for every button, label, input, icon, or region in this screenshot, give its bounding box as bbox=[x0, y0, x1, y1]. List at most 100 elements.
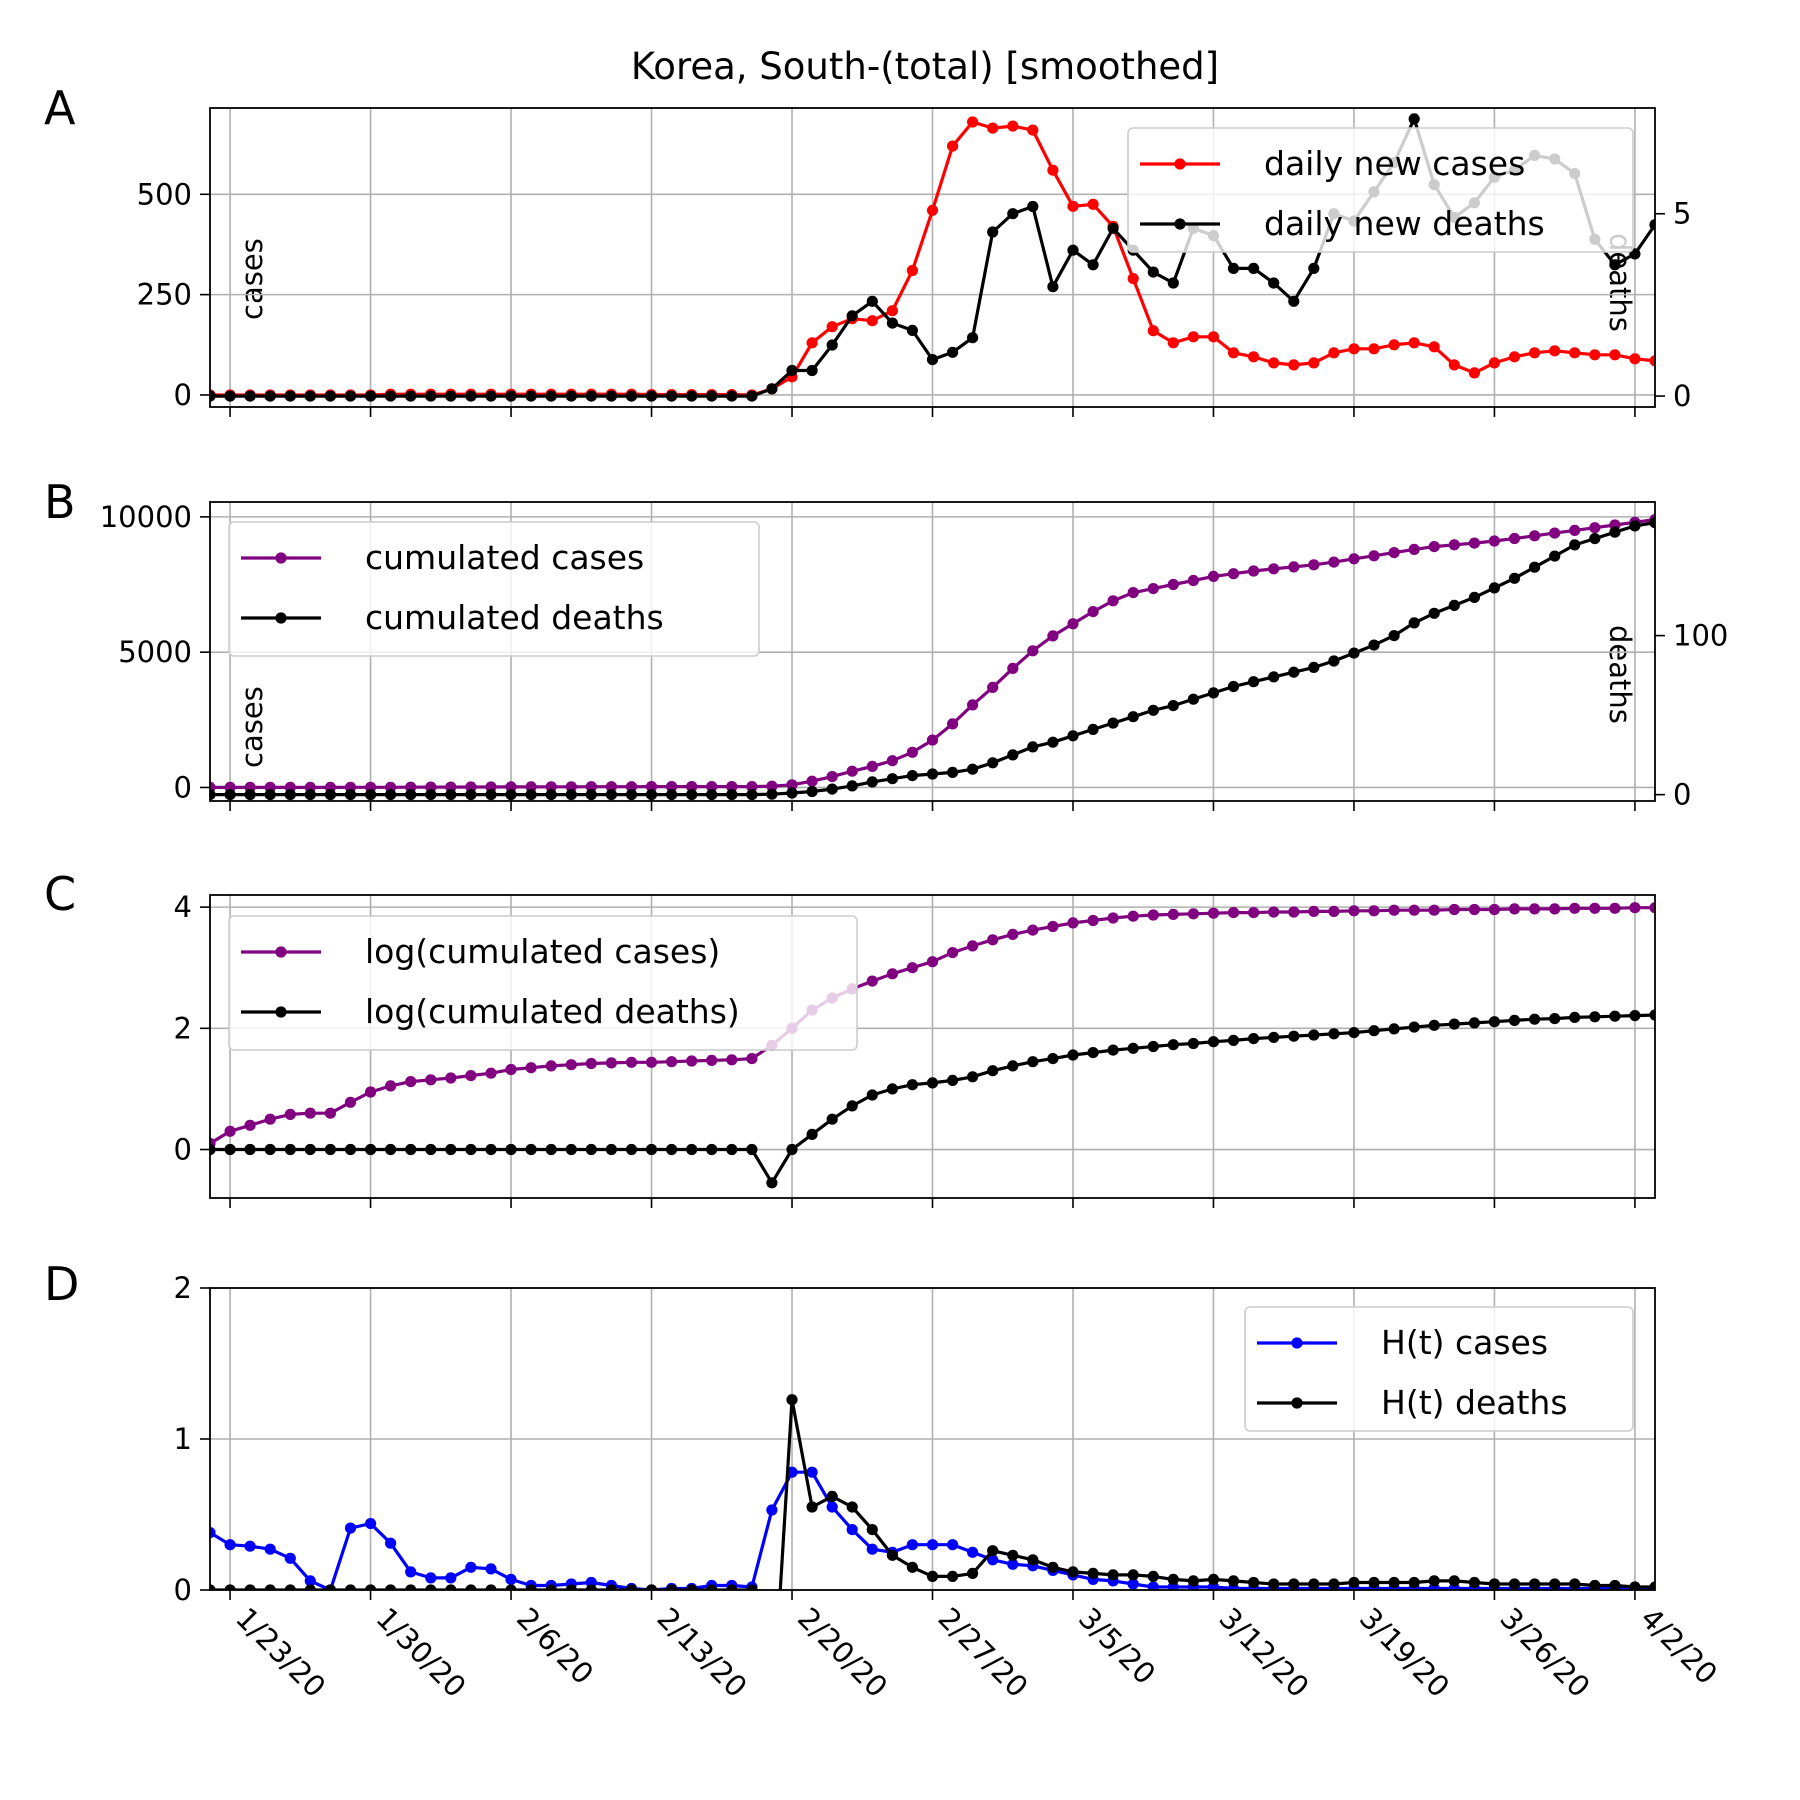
data-point bbox=[625, 1584, 638, 1590]
data-point bbox=[525, 1062, 537, 1074]
data-point bbox=[1508, 903, 1521, 915]
data-point bbox=[1448, 539, 1460, 551]
data-point bbox=[866, 315, 878, 327]
data-point bbox=[666, 1143, 678, 1156]
data-point bbox=[866, 295, 878, 307]
data-point bbox=[1609, 902, 1621, 914]
data-point bbox=[324, 1584, 336, 1590]
data-point bbox=[1207, 1036, 1220, 1048]
data-point bbox=[706, 390, 718, 402]
data-point bbox=[686, 781, 698, 793]
data-point bbox=[1288, 1030, 1300, 1042]
data-point bbox=[1007, 1060, 1019, 1072]
data-point bbox=[625, 1143, 638, 1156]
data-point bbox=[1248, 262, 1260, 274]
data-point bbox=[1368, 550, 1380, 562]
data-point bbox=[1589, 349, 1601, 361]
data-point bbox=[1609, 1010, 1621, 1022]
data-point bbox=[1549, 903, 1561, 915]
data-point bbox=[1508, 1014, 1521, 1026]
data-point bbox=[425, 1074, 437, 1086]
data-point bbox=[1368, 905, 1380, 917]
legend-label: H(t) cases bbox=[1381, 1323, 1548, 1362]
data-point bbox=[1328, 655, 1340, 667]
data-point bbox=[465, 1584, 477, 1590]
panel-c-log-cumulated: C 0 2 4 log(cumulated cases) log(cumulated d… bbox=[44, 867, 1656, 1208]
data-point bbox=[585, 390, 597, 402]
data-point bbox=[1629, 902, 1641, 914]
data-point bbox=[625, 390, 638, 402]
data-point bbox=[1549, 1013, 1561, 1025]
data-point bbox=[210, 390, 216, 402]
data-point bbox=[1207, 1573, 1220, 1585]
data-point bbox=[324, 1143, 336, 1156]
data-point bbox=[625, 781, 638, 793]
figure-title: Korea, South-(total) [smoothed] bbox=[631, 45, 1219, 88]
data-point bbox=[666, 781, 678, 793]
data-point bbox=[210, 1143, 216, 1156]
data-point bbox=[1207, 687, 1220, 699]
legend-box bbox=[228, 521, 760, 657]
data-point bbox=[1609, 1579, 1621, 1590]
data-point bbox=[746, 789, 758, 801]
data-point bbox=[1007, 1549, 1019, 1561]
data-point bbox=[806, 337, 818, 349]
data-point bbox=[1007, 928, 1019, 941]
data-point bbox=[425, 390, 437, 402]
data-point bbox=[987, 757, 999, 769]
data-point bbox=[365, 390, 377, 402]
data-point bbox=[365, 1143, 377, 1156]
data-point bbox=[1047, 1561, 1059, 1573]
data-point bbox=[1649, 902, 1655, 914]
data-point bbox=[1308, 559, 1320, 571]
data-point bbox=[1629, 353, 1641, 365]
data-point bbox=[1569, 539, 1581, 551]
data-point bbox=[766, 780, 778, 792]
data-point bbox=[1107, 1569, 1119, 1581]
data-point bbox=[726, 781, 738, 793]
data-point bbox=[545, 390, 557, 402]
data-point bbox=[1529, 561, 1541, 573]
panel-letter: B bbox=[44, 475, 76, 529]
data-point bbox=[1167, 578, 1179, 591]
data-point bbox=[1268, 1578, 1280, 1590]
data-point bbox=[625, 1056, 638, 1068]
data-point bbox=[284, 1584, 296, 1590]
data-point bbox=[1649, 1009, 1655, 1021]
data-point bbox=[244, 1119, 256, 1131]
data-point bbox=[485, 1067, 497, 1079]
data-point bbox=[766, 788, 778, 800]
data-point bbox=[906, 264, 919, 277]
data-point bbox=[947, 1074, 959, 1086]
data-point bbox=[786, 364, 798, 377]
data-point bbox=[746, 1053, 758, 1065]
data-point bbox=[224, 1125, 236, 1137]
data-point bbox=[967, 940, 979, 952]
data-point bbox=[1529, 903, 1541, 915]
data-point bbox=[525, 789, 537, 801]
data-point bbox=[425, 1143, 437, 1156]
data-point bbox=[1428, 1575, 1440, 1587]
data-point bbox=[284, 390, 296, 402]
data-point bbox=[1529, 1013, 1541, 1025]
panel-b-cumulated: B cases deaths 0 5000 10000 0 100 cumulated c… bbox=[44, 475, 1728, 812]
y-tick-label: 2 bbox=[174, 1011, 192, 1045]
data-point bbox=[987, 226, 999, 238]
data-point bbox=[987, 681, 999, 694]
data-point bbox=[1589, 1011, 1601, 1023]
data-point bbox=[746, 390, 758, 402]
data-point bbox=[485, 1143, 497, 1156]
data-point bbox=[786, 787, 798, 799]
legend-entry: H(t) deaths bbox=[1257, 1383, 1568, 1422]
data-point bbox=[846, 765, 858, 777]
data-point bbox=[1649, 355, 1655, 367]
data-point bbox=[1248, 351, 1260, 363]
data-point bbox=[786, 1143, 798, 1156]
legend-entry: daily new cases bbox=[1140, 144, 1525, 183]
legend-swatch-marker bbox=[275, 1006, 287, 1018]
data-point bbox=[264, 390, 276, 402]
data-point bbox=[1529, 1578, 1541, 1590]
data-point bbox=[846, 310, 858, 322]
data-point bbox=[244, 1540, 256, 1552]
data-point bbox=[1067, 618, 1079, 630]
